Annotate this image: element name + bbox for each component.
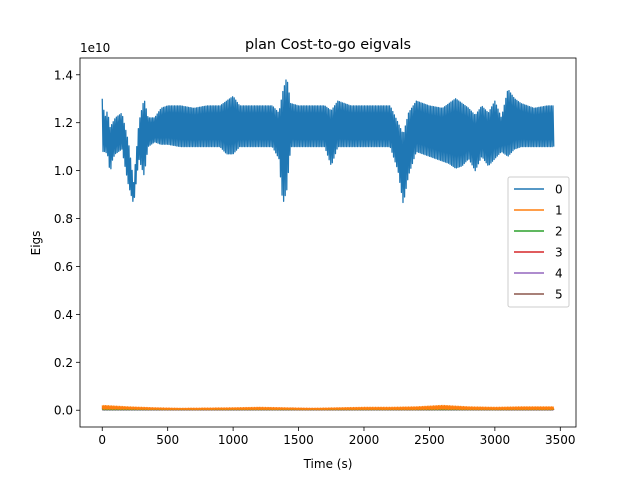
y-tick-label: 1.4 — [54, 68, 73, 82]
y-tick-label: 0.0 — [54, 404, 73, 418]
axes-frame — [79, 57, 577, 428]
x-tick-label: 2000 — [349, 433, 380, 447]
legend-label-2: 2 — [555, 225, 563, 239]
x-tick-label: 3000 — [480, 433, 511, 447]
series-line-1 — [101, 404, 555, 411]
x-tick-label: 1500 — [283, 433, 314, 447]
x-axis: 0 500 1000 1500 2000 2500 3000 3500 — [98, 427, 576, 447]
legend: 0 1 2 3 4 5 — [507, 176, 570, 308]
series-line-0 — [101, 79, 555, 204]
x-tick-label: 1000 — [218, 433, 249, 447]
y-tick-label: 1.0 — [54, 164, 73, 178]
series-layer — [101, 79, 555, 411]
legend-label-1: 1 — [555, 204, 563, 218]
legend-label-4: 4 — [555, 267, 563, 281]
legend-label-0: 0 — [555, 183, 563, 197]
y-tick-label: 0.2 — [54, 356, 73, 370]
x-tick-label: 3500 — [545, 433, 576, 447]
y-axis-label: Eigs — [29, 231, 43, 256]
y-tick-label: 0.4 — [54, 308, 73, 322]
legend-label-3: 3 — [555, 246, 563, 260]
y-tick-label: 0.8 — [54, 212, 73, 226]
x-tick-label: 0 — [98, 433, 106, 447]
y-axis: 0.0 0.2 0.4 0.6 0.8 1.0 1.2 1.4 — [54, 68, 80, 418]
x-tick-label: 2500 — [414, 433, 445, 447]
x-tick-label: 500 — [156, 433, 179, 447]
legend-label-5: 5 — [555, 288, 563, 302]
y-tick-label: 1.2 — [54, 116, 73, 130]
chart-title: plan Cost-to-go eigvals — [245, 37, 411, 53]
y-offset-label: 1e10 — [80, 41, 110, 55]
x-axis-label: Time (s) — [303, 457, 353, 471]
y-tick-label: 0.6 — [54, 260, 73, 274]
